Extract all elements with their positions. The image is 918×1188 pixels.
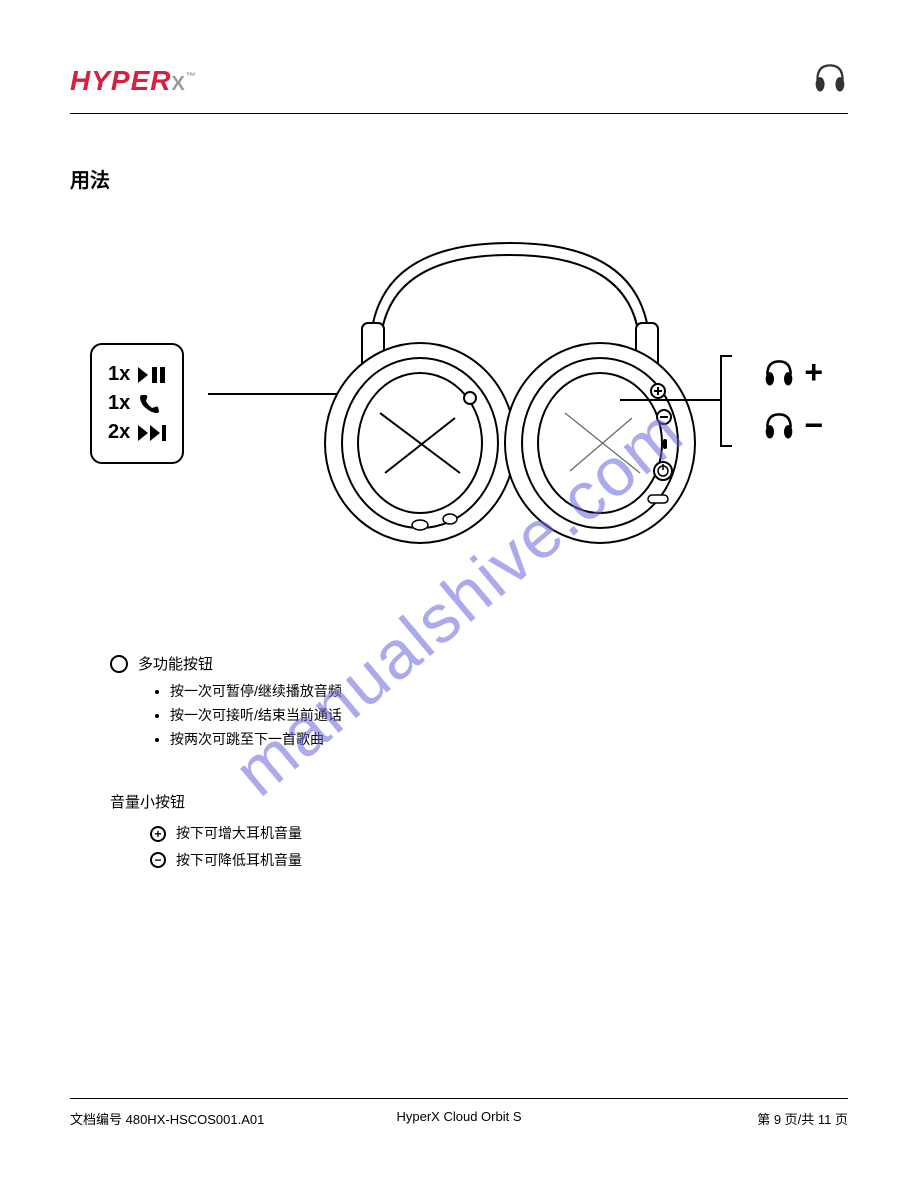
play-pause-icon xyxy=(138,365,166,385)
minus-circle-icon: − xyxy=(150,852,166,868)
plus-icon: + xyxy=(804,354,823,391)
volume-connector-line xyxy=(620,399,720,401)
volume-up-indicator: + xyxy=(762,354,823,391)
usage-diagram: 1x 1x 2x xyxy=(70,213,848,593)
volume-list: + 按下可增大耳机音量 − 按下可降低耳机音量 xyxy=(150,820,848,873)
mfb-heading: 多功能按钮 xyxy=(110,653,848,674)
footer-doc-number: 文档编号 480HX-HSCOS001.A01 xyxy=(70,1109,264,1128)
control-count-3: 2x xyxy=(108,421,130,444)
volume-legend: + − xyxy=(762,338,823,460)
section-title: 用法 xyxy=(70,164,848,193)
volume-section: 音量小按钮 + 按下可增大耳机音量 − 按下可降低耳机音量 xyxy=(110,791,848,873)
control-play-pause: 1x xyxy=(108,363,166,386)
mfb-section: 多功能按钮 按一次可暂停/继续播放音频 按一次可接听/结束当前通话 按两次可跳至… xyxy=(110,653,848,751)
mfb-item-2: 按一次可接听/结束当前通话 xyxy=(170,704,848,728)
volume-down-text: 按下可降低耳机音量 xyxy=(176,847,302,874)
page-header: HYPERX™ xyxy=(70,60,848,114)
mfb-list: 按一次可暂停/继续播放音频 按一次可接听/结束当前通话 按两次可跳至下一首歌曲 xyxy=(170,680,848,751)
control-count-1: 1x xyxy=(108,363,130,386)
volume-down-indicator: − xyxy=(762,407,823,444)
volume-item-down: − 按下可降低耳机音量 xyxy=(150,847,848,874)
control-call: 1x xyxy=(108,392,166,415)
brand-logo: HYPERX™ xyxy=(70,65,197,97)
logo-trademark: ™ xyxy=(186,71,197,82)
headphone-icon xyxy=(762,411,796,441)
mfb-control-legend: 1x 1x 2x xyxy=(90,343,184,464)
logo-text: HYPER xyxy=(70,65,171,96)
headphone-icon xyxy=(762,358,796,388)
plus-circle-icon: + xyxy=(150,826,166,842)
circle-icon xyxy=(110,655,128,673)
product-headphone-icon xyxy=(812,60,848,101)
volume-item-up: + 按下可增大耳机音量 xyxy=(150,820,848,847)
control-skip: 2x xyxy=(108,421,166,444)
mfb-item-1: 按一次可暂停/继续播放音频 xyxy=(170,680,848,704)
phone-icon xyxy=(138,393,160,415)
mfb-heading-text: 多功能按钮 xyxy=(138,653,213,674)
footer-product: HyperX Cloud Orbit S xyxy=(397,1109,522,1124)
headphones-illustration xyxy=(270,213,750,573)
skip-next-icon xyxy=(138,423,166,443)
volume-up-text: 按下可增大耳机音量 xyxy=(176,820,302,847)
logo-swoosh: X xyxy=(171,73,185,95)
mfb-item-3: 按两次可跳至下一首歌曲 xyxy=(170,728,848,752)
page-footer: 文档编号 480HX-HSCOS001.A01 HyperX Cloud Orb… xyxy=(70,1098,848,1128)
volume-bracket xyxy=(720,355,732,447)
volume-heading: 音量小按钮 xyxy=(110,791,848,812)
control-count-2: 1x xyxy=(108,392,130,415)
footer-page-number: 第 9 页/共 11 页 xyxy=(757,1109,848,1128)
minus-icon: − xyxy=(804,407,823,444)
